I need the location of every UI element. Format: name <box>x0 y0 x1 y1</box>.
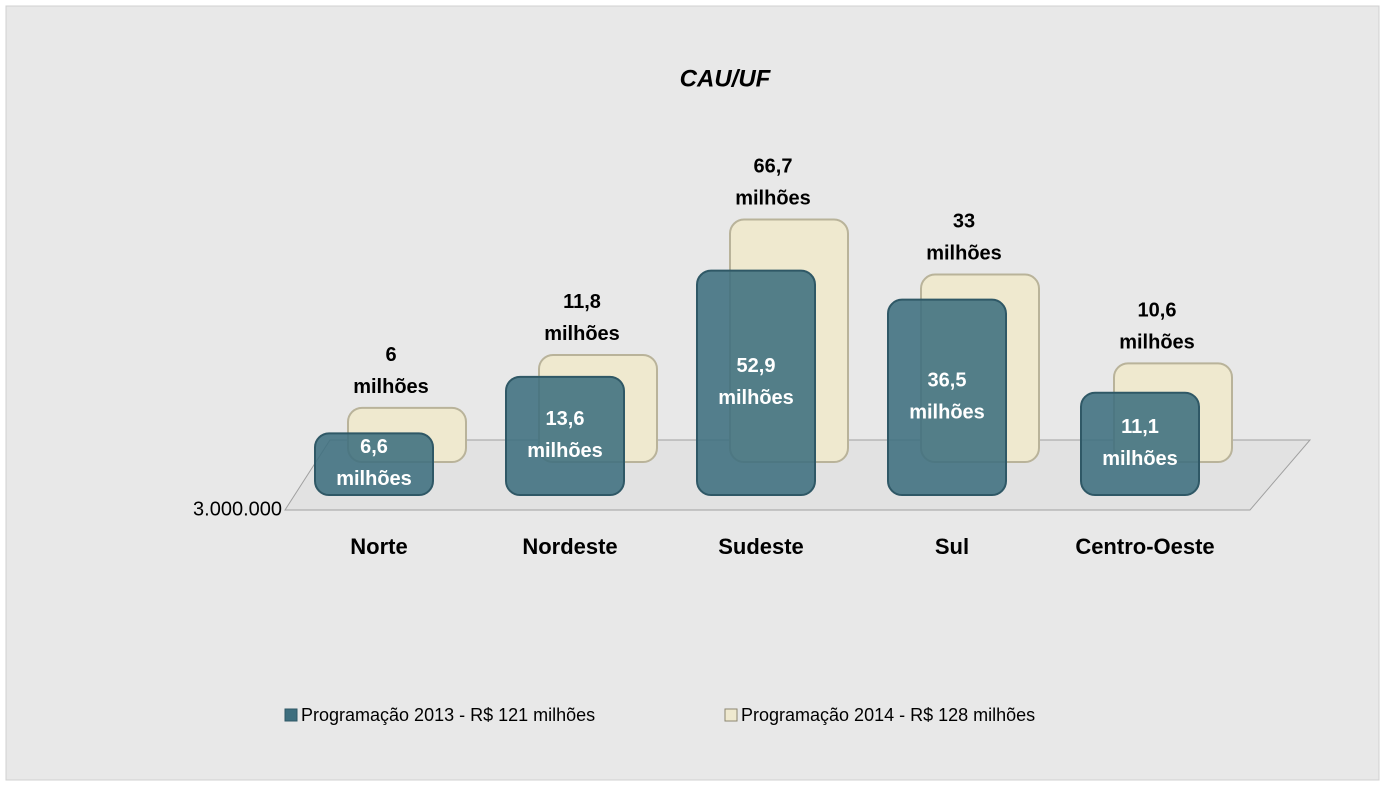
data-label: 11,8 milhões <box>544 291 620 345</box>
data-label: 6 milhões <box>353 344 429 398</box>
data-label: 11,1 milhões <box>1102 416 1178 470</box>
legend-marker <box>284 708 298 722</box>
legend-label: Programação 2013 - R$ 121 milhões <box>301 705 595 725</box>
y-tick-label: 3.000.000 <box>193 498 282 520</box>
x-tick-label: Sudeste <box>718 534 804 559</box>
x-tick-label: Sul <box>935 534 969 559</box>
bar <box>1080 391 1200 497</box>
chart-title: CAU/UF <box>680 65 772 92</box>
legend-marker <box>724 708 738 722</box>
bar <box>696 269 816 496</box>
data-label: 52,9 milhões <box>718 355 794 409</box>
legend-label: Programação 2014 - R$ 128 milhões <box>741 705 1035 725</box>
bar <box>314 432 434 497</box>
x-tick-label: Nordeste <box>522 534 617 559</box>
data-label: 6,6 milhões <box>336 436 412 490</box>
data-label: 36,5 milhões <box>909 370 985 424</box>
data-label: 10,6 milhões <box>1119 300 1195 354</box>
bar <box>505 375 625 496</box>
data-label: 33 milhões <box>926 211 1002 265</box>
x-tick-label: Norte <box>350 534 407 559</box>
data-label: 66,7 milhões <box>735 156 811 210</box>
bar <box>887 298 1007 496</box>
x-tick-label: Centro-Oeste <box>1075 534 1214 559</box>
data-label: 13,6 milhões <box>527 408 603 462</box>
